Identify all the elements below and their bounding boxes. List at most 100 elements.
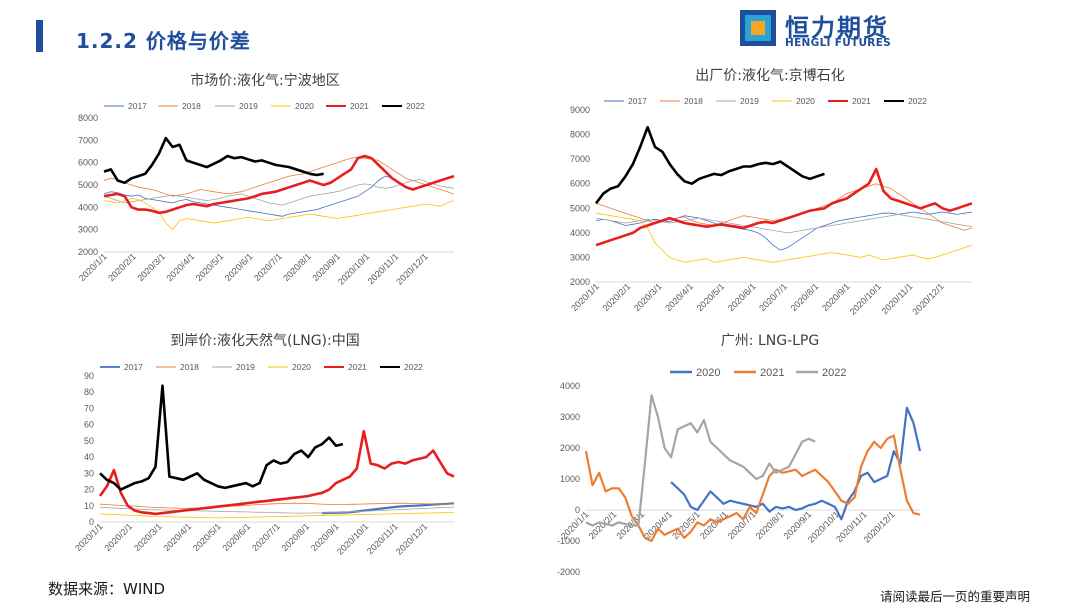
legend-label: 2021 [760,367,784,379]
series-line-2022 [594,125,825,205]
x-tick-label: 2020/8/1 [280,521,312,553]
legend-label: 2019 [239,101,258,111]
legend-label: 2018 [684,96,703,106]
data-source-note: 数据来源：WIND [48,580,166,598]
x-tick-label: 2020/2/1 [103,521,135,553]
y-tick-label: 3000 [570,252,590,262]
y-tick-label: 3000 [560,412,580,422]
x-tick-label: 2020/3/1 [632,281,664,313]
y-tick-label: 3000 [78,225,98,235]
chart-jingbo-lpg-ex-factory-price: 出厂价:液化气:京博石化 2000 3000 4000 5000 6000 7000 800… [560,66,980,317]
series-line-2020 [103,198,455,231]
y-tick-label: 8000 [78,113,98,123]
x-tick-label: 2020/2/1 [601,281,633,313]
chart-title: 出厂价:液化气:京博石化 [695,68,845,84]
y-tick-label: 40 [84,452,94,462]
chart-svg: 20003000400050006000700080002020/1/12020… [77,101,455,287]
series-line-2018 [103,156,455,197]
legend-label: 2017 [124,362,143,372]
y-tick-label: 7000 [570,154,590,164]
series-line-2020 [595,212,973,263]
legend-label: 2021 [852,96,871,106]
y-tick-label: 4000 [560,381,580,391]
x-tick-label: 2020/5/1 [695,281,727,313]
chart-title: 到岸价:液化天然气(LNG):中国 [170,333,360,349]
legend-label: 2020 [292,362,311,372]
x-tick-label: 2020/12/1 [394,251,429,286]
series-line-2017 [595,211,973,251]
legend-label: 2018 [180,362,199,372]
x-tick-label: 2020/11/1 [880,281,915,316]
legend-label: 2022 [406,101,425,111]
y-tick-label: 9000 [570,105,590,115]
x-tick-label: 2020/6/1 [221,521,253,553]
x-tick-label: 2020/8/1 [789,281,821,313]
y-tick-label: 30 [84,468,94,478]
x-tick-label: 2020/2/1 [106,251,138,283]
legend-label: 2022 [822,367,846,379]
y-tick-label: 0 [575,505,580,515]
disclaimer-note: 请阅读最后一页的重要声明 [880,589,1031,604]
series-line-2021 [595,167,973,247]
legend-label: 2020 [696,367,720,379]
hengli-logo: 恒力期货 HENGLI FUTURES [740,8,910,52]
y-tick-label: 50 [84,436,94,446]
series-line-2022 [99,384,344,491]
legend-label: 2017 [628,96,647,106]
x-tick-label: 2020/10/1 [336,251,371,286]
chart-svg: 01020304050607080902020/1/12020/2/12020/… [73,362,455,557]
x-tick-label: 2020/4/1 [642,509,674,541]
x-tick-label: 2020/8/1 [281,251,313,283]
series-line-2022 [585,394,816,527]
y-tick-label: 6000 [570,179,590,189]
y-tick-label: 90 [84,371,94,381]
header-accent-bar [36,20,43,52]
y-tick-label: 1000 [560,474,580,484]
y-tick-label: 6000 [78,158,98,168]
chart-title: 市场价:液化气:宁波地区 [190,73,340,89]
legend-label: 2020 [796,96,815,106]
legend-label: 2022 [404,362,423,372]
series-line-2021 [584,434,921,543]
legend-label: 2020 [295,101,314,111]
y-tick-label: 2000 [570,277,590,287]
y-tick-label: 2000 [78,247,98,257]
y-tick-label: 60 [84,420,94,430]
x-tick-label: 2020/4/1 [162,521,194,553]
logo-mark-icon [740,10,776,46]
y-tick-label: -2000 [557,567,580,577]
y-tick-label: 0 [89,517,94,527]
x-tick-label: 2020/7/1 [252,251,284,283]
x-tick-label: 2020/8/1 [754,509,786,541]
x-tick-label: 2020/3/1 [135,251,167,283]
chart-china-lng-cif-price: 到岸价:液化天然气(LNG):中国 0 10 20 30 40 50 60 70 80 90 202… [70,330,460,570]
legend-label: 2017 [128,101,147,111]
chart-svg: 200030004000500060007000800090002020/1/1… [569,96,973,317]
chart-guangzhou-lng-lpg-spread: 广州: LNG-LPG -2000 -1000 0 1000 2000 3000 4000 2… [557,330,980,580]
chart-ningbo-lpg-market-price: 市场价:液化气:宁波地区 2000 3000 4000 5000 6000 7000 800… [70,68,460,304]
chart-title: 广州: LNG-LPG [720,333,820,349]
x-tick-label: 2020/7/1 [250,521,282,553]
legend-label: 2022 [908,96,927,106]
legend-label: 2018 [182,101,201,111]
x-tick-label: 2020/10/1 [848,281,883,316]
chart-svg: -2000-1000010002000300040002020/1/12020/… [557,367,922,577]
legend-label: 2021 [348,362,367,372]
y-tick-label: 10 [84,501,94,511]
x-tick-label: 2020/9/1 [820,281,852,313]
x-tick-label: 2020/10/1 [335,521,370,556]
y-tick-label: 20 [84,485,94,495]
series-line-2020 [670,406,922,521]
x-tick-label: 2020/4/1 [663,281,695,313]
x-tick-label: 2020/7/1 [726,509,758,541]
x-tick-label: 2020/12/1 [910,281,945,316]
y-tick-label: 5000 [78,180,98,190]
y-tick-label: 5000 [570,203,590,213]
series-line-2021 [103,154,455,215]
x-tick-label: 2020/12/1 [394,521,429,556]
y-tick-label: 7000 [78,135,98,145]
legend-label: 2021 [350,101,369,111]
logo-chinese-name: 恒力期货 [785,14,889,42]
x-tick-label: 2020/6/1 [726,281,758,313]
y-tick-label: 80 [84,387,94,397]
